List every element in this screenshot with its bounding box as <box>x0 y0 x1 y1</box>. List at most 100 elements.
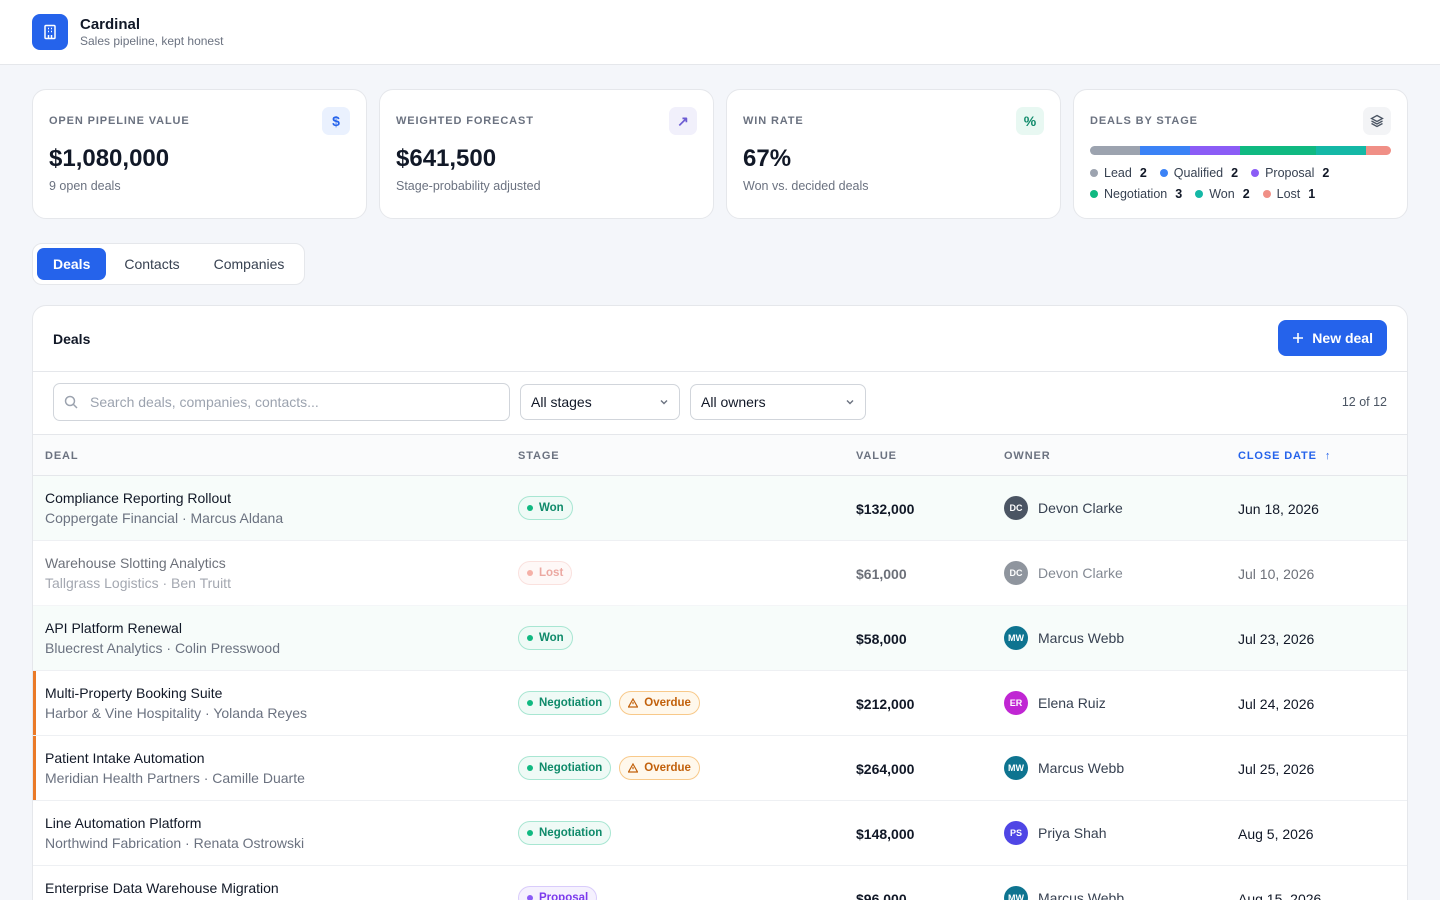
table-row[interactable]: Compliance Reporting Rollout Coppergate F… <box>33 476 1407 541</box>
stat-label: DEALS BY STAGE <box>1090 115 1198 127</box>
stat-label: OPEN PIPELINE VALUE <box>49 115 190 127</box>
stat-value: $1,080,000 <box>49 145 170 172</box>
owner-name: Marcus Webb <box>1038 760 1125 776</box>
deal-name[interactable]: Line Automation Platform <box>45 815 202 831</box>
tab-companies[interactable]: Companies <box>213 256 285 272</box>
deal-value: $148,000 <box>856 826 915 842</box>
legend-item: Negotiation 3 <box>1090 187 1182 201</box>
table-row[interactable]: Patient Intake Automation Meridian Health… <box>33 736 1407 801</box>
layers-icon <box>1363 107 1391 135</box>
app-logo[interactable] <box>32 14 68 50</box>
table-row[interactable]: Enterprise Data Warehouse Migration Propo… <box>33 866 1407 900</box>
column-stage[interactable]: STAGE <box>518 450 560 462</box>
deal-value: $61,000 <box>856 566 907 582</box>
close-date: Aug 15, 2026 <box>1238 891 1322 900</box>
new-deal-button[interactable]: New deal <box>1278 320 1387 356</box>
deal-name[interactable]: Compliance Reporting Rollout <box>45 490 231 506</box>
app-name: Cardinal <box>80 16 141 33</box>
search-box[interactable] <box>53 383 510 421</box>
column-close-date[interactable]: CLOSE DATE ↑ <box>1238 450 1331 462</box>
app-tagline: Sales pipeline, kept honest <box>80 34 224 48</box>
owner-cell: PS Priya Shah <box>1004 821 1106 845</box>
owner-cell: DC Devon Clarke <box>1004 561 1123 585</box>
stage-bar-segment <box>1315 146 1366 155</box>
stage-cell: Proposal <box>518 886 598 900</box>
stage-badge: Won <box>518 626 573 650</box>
tab-deals[interactable]: Deals <box>37 248 107 280</box>
deal-name[interactable]: Patient Intake Automation <box>45 750 205 766</box>
stat-label: WIN RATE <box>743 115 804 127</box>
search-input[interactable] <box>90 394 490 410</box>
overdue-badge: Overdue <box>619 691 700 715</box>
table-row[interactable]: API Platform Renewal Bluecrest Analytics … <box>33 606 1407 671</box>
avatar: MW <box>1004 626 1028 650</box>
deal-name[interactable]: API Platform Renewal <box>45 620 182 636</box>
column-deal[interactable]: DEAL <box>45 450 79 462</box>
owner-cell: ER Elena Ruiz <box>1004 691 1106 715</box>
owner-name: Devon Clarke <box>1038 500 1123 516</box>
table-row[interactable]: Warehouse Slotting Analytics Tallgrass Lo… <box>33 541 1407 606</box>
legend-dot <box>1090 190 1098 198</box>
stat-label: WEIGHTED FORECAST <box>396 115 534 127</box>
owner-name: Elena Ruiz <box>1038 695 1106 711</box>
table-row[interactable]: Line Automation Platform Northwind Fabric… <box>33 801 1407 866</box>
stage-badge-label: Won <box>539 632 564 644</box>
trend-up-icon: ↗ <box>669 107 697 135</box>
column-owner[interactable]: OWNER <box>1004 450 1051 462</box>
legend-stage-count: 2 <box>1139 166 1147 180</box>
stat-subtext: 9 open deals <box>49 179 121 193</box>
owner-filter-select[interactable]: All owners <box>690 384 866 420</box>
owner-filter-value: All owners <box>701 394 766 410</box>
legend-item: Lead 2 <box>1090 166 1147 180</box>
avatar: PS <box>1004 821 1028 845</box>
owner-cell: DC Devon Clarke <box>1004 496 1123 520</box>
deal-value: $132,000 <box>856 501 915 517</box>
dollar-icon: $ <box>322 107 350 135</box>
stage-badge-label: Lost <box>539 567 564 579</box>
stage-legend: Lead 2 Qualified 2 Proposal 2 Negotiation 3 Won 2… <box>1090 166 1400 208</box>
owner-cell: MW Marcus Webb <box>1004 626 1124 650</box>
owner-name: Devon Clarke <box>1038 565 1123 581</box>
avatar: DC <box>1004 496 1028 520</box>
legend-stage-count: 2 <box>1242 187 1250 201</box>
stat-value: $641,500 <box>396 145 497 172</box>
deal-name[interactable]: Enterprise Data Warehouse Migration <box>45 880 279 896</box>
deal-name[interactable]: Multi-Property Booking Suite <box>45 685 223 701</box>
overdue-label: Overdue <box>644 697 691 709</box>
top-bar: Cardinal Sales pipeline, kept honest <box>0 0 1440 65</box>
deal-company-contact: Coppergate Financial · Marcus Aldana <box>45 510 284 526</box>
stage-distribution-bar <box>1090 146 1391 155</box>
avatar: MW <box>1004 756 1028 780</box>
stage-filter-value: All stages <box>531 394 592 410</box>
stage-filter-select[interactable]: All stages <box>520 384 680 420</box>
deal-name[interactable]: Warehouse Slotting Analytics <box>45 555 226 571</box>
stat-card: OPEN PIPELINE VALUE $1,080,000 9 open deal… <box>32 89 367 219</box>
owner-cell: MW Marcus Webb <box>1004 886 1124 900</box>
stage-cell: Negotiation <box>518 821 612 845</box>
close-date: Jul 24, 2026 <box>1238 696 1315 712</box>
building-icon <box>44 24 56 40</box>
stage-dot <box>527 830 533 836</box>
legend-stage-name: Negotiation <box>1104 187 1168 201</box>
deal-value: $58,000 <box>856 631 907 647</box>
stage-badge-label: Negotiation <box>539 762 603 774</box>
deal-company-contact: Harbor & Vine Hospitality · Yolanda Reye… <box>45 705 308 721</box>
legend-stage-name: Lead <box>1104 166 1132 180</box>
owner-cell: MW Marcus Webb <box>1004 756 1124 780</box>
legend-stage-count: 3 <box>1175 187 1183 201</box>
owner-name: Marcus Webb <box>1038 630 1125 646</box>
panel-divider <box>33 371 1407 372</box>
stat-subtext: Won vs. decided deals <box>743 179 869 193</box>
close-date: Jul 10, 2026 <box>1238 566 1315 582</box>
table-header: DEAL STAGE VALUE OWNER CLOSE DATE ↑ <box>33 434 1407 476</box>
stage-badge: Proposal <box>518 886 598 900</box>
deal-company-contact: Bluecrest Analytics · Colin Presswood <box>45 640 280 656</box>
table-row[interactable]: Multi-Property Booking Suite Harbor & Vin… <box>33 671 1407 736</box>
warning-icon <box>628 698 639 708</box>
stage-badge-label: Negotiation <box>539 697 603 709</box>
tab-contacts[interactable]: Contacts <box>124 256 180 272</box>
stage-dot <box>527 570 533 576</box>
stage-bar-segment <box>1190 146 1241 155</box>
column-value[interactable]: VALUE <box>856 450 897 462</box>
stage-dot <box>527 505 533 511</box>
